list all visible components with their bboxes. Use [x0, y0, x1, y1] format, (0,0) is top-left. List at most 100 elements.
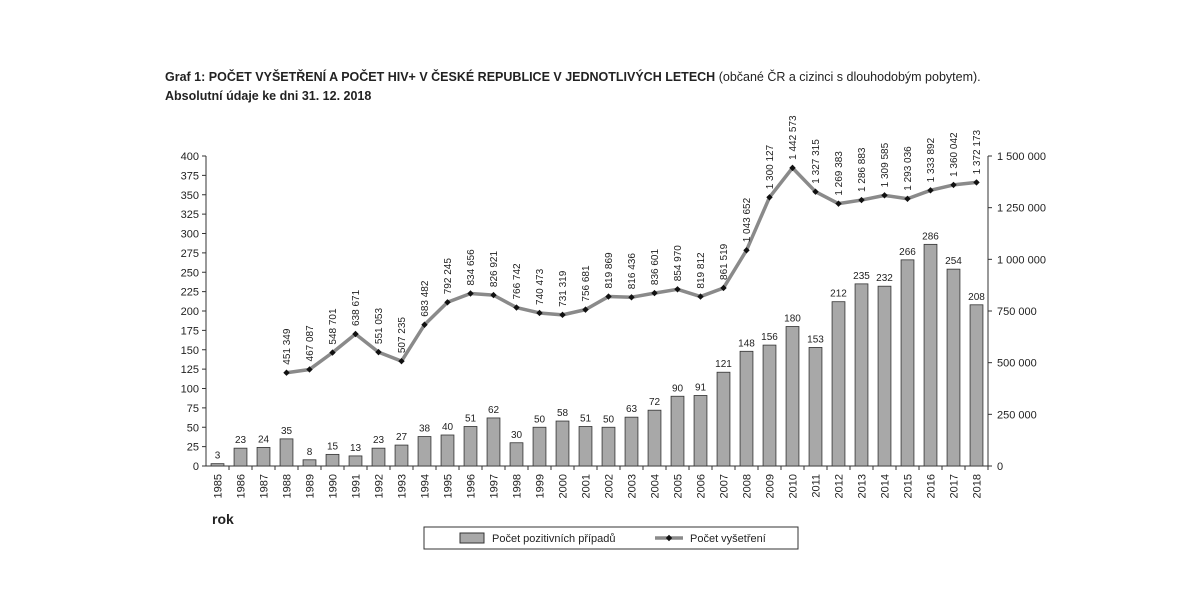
bar [210, 463, 225, 467]
x-tick-label: 2012 [834, 474, 846, 498]
bar [394, 444, 409, 467]
right-tick-label: 1 000 000 [997, 254, 1046, 266]
bar-value-label: 208 [968, 292, 985, 303]
line-point [651, 289, 658, 297]
bar-value-label: 23 [373, 435, 385, 446]
line-point [674, 286, 681, 293]
right-tick-label: 0 [997, 461, 1003, 473]
line-point [421, 321, 428, 328]
bar-value-label: 30 [511, 430, 523, 441]
line-value-label: 1 327 315 [811, 139, 822, 184]
bar-value-label: 72 [649, 397, 661, 408]
line-value-label: 861 519 [719, 243, 730, 280]
x-tick-label: 2004 [650, 474, 662, 498]
bar-value-label: 3 [215, 451, 221, 462]
x-tick-label: 1985 [213, 474, 225, 498]
bar-value-label: 13 [350, 443, 362, 454]
bar-value-label: 91 [695, 382, 707, 393]
x-tick-label: 2001 [581, 474, 593, 498]
bar-value-label: 35 [281, 426, 293, 437]
x-tick-label: 2005 [673, 474, 685, 498]
x-tick-label: 1990 [328, 474, 340, 498]
line-point [536, 309, 543, 317]
bar [348, 455, 363, 467]
bar-value-label: 153 [807, 334, 824, 345]
line-value-label: 1 300 127 [765, 144, 776, 189]
bar-value-label: 50 [603, 414, 615, 425]
line-point [283, 369, 290, 376]
bar-value-label: 90 [672, 383, 684, 394]
left-tick-label: 325 [181, 209, 199, 221]
x-tick-label: 1989 [305, 474, 317, 498]
legend-bar-swatch [459, 532, 485, 544]
legend-bar-label: Počet pozitivních případů [492, 533, 616, 545]
bar [233, 447, 248, 467]
line-point [835, 200, 842, 207]
line-value-label: 816 436 [627, 253, 638, 290]
x-tick-label: 1986 [236, 474, 248, 498]
line-value-label: 792 245 [443, 258, 454, 295]
bar-value-label: 62 [488, 405, 500, 416]
line-point [628, 294, 635, 301]
line-value-label: 819 812 [696, 252, 707, 289]
bar [946, 268, 961, 467]
x-tick-label: 2015 [903, 474, 915, 498]
bar [785, 326, 800, 467]
x-tick-label: 1991 [351, 474, 363, 498]
bar-value-label: 212 [830, 289, 847, 300]
left-tick-label: 275 [181, 248, 199, 260]
line-point [950, 181, 957, 189]
line-value-label: 1 269 383 [834, 151, 845, 196]
left-tick-label: 75 [187, 403, 199, 415]
bar-value-label: 58 [557, 408, 569, 419]
bar-value-label: 232 [876, 273, 893, 284]
x-tick-label: 2003 [627, 474, 639, 498]
line-point [789, 164, 796, 172]
x-tick-label: 1997 [489, 474, 501, 498]
line-point [927, 187, 934, 194]
bar [739, 350, 754, 467]
line-value-label: 854 970 [673, 245, 684, 282]
x-tick-label: 1992 [374, 474, 386, 498]
bar-value-label: 254 [945, 256, 962, 267]
line-point [375, 348, 382, 356]
bar [256, 446, 271, 467]
left-tick-label: 400 [181, 151, 199, 163]
line-point [605, 293, 612, 300]
line-value-label: 1 293 036 [903, 146, 914, 191]
x-tick-label: 2009 [765, 474, 777, 498]
bar-value-label: 23 [235, 435, 247, 446]
line-value-label: 1 333 892 [926, 137, 937, 182]
left-tick-label: 125 [181, 364, 199, 376]
x-tick-label: 2007 [719, 474, 731, 498]
bar-value-label: 51 [465, 413, 477, 424]
bar [624, 416, 639, 467]
bar [302, 459, 317, 467]
line-value-label: 1 309 585 [880, 142, 891, 187]
x-tick-label: 2016 [926, 474, 938, 498]
line-point [858, 196, 865, 204]
x-tick-label: 1998 [512, 474, 524, 498]
bar-value-label: 8 [307, 447, 313, 458]
right-tick-label: 750 000 [997, 306, 1037, 318]
line-value-label: 451 349 [282, 328, 293, 365]
bar-value-label: 24 [258, 434, 270, 445]
bar-value-label: 180 [784, 314, 801, 325]
chart-title: Graf 1: POČET VYŠETŘENÍ A POČET HIV+ V Č… [165, 68, 981, 106]
line-value-label: 1 286 883 [857, 147, 868, 192]
bar [555, 420, 570, 467]
line-value-label: 756 681 [581, 265, 592, 302]
title-date-line: Absolutní údaje ke dni 31. 12. 2018 [165, 89, 372, 103]
left-tick-label: 25 [187, 442, 199, 454]
bar [877, 285, 892, 467]
line-point [329, 349, 336, 356]
x-tick-label: 1993 [397, 474, 409, 498]
line-value-label: 834 656 [466, 249, 477, 286]
line-point [513, 304, 520, 311]
bar [923, 243, 938, 467]
line-value-label: 766 742 [512, 263, 523, 300]
bar-value-label: 50 [534, 414, 546, 425]
line-point [881, 192, 888, 199]
line-value-label: 1 043 652 [742, 197, 753, 242]
